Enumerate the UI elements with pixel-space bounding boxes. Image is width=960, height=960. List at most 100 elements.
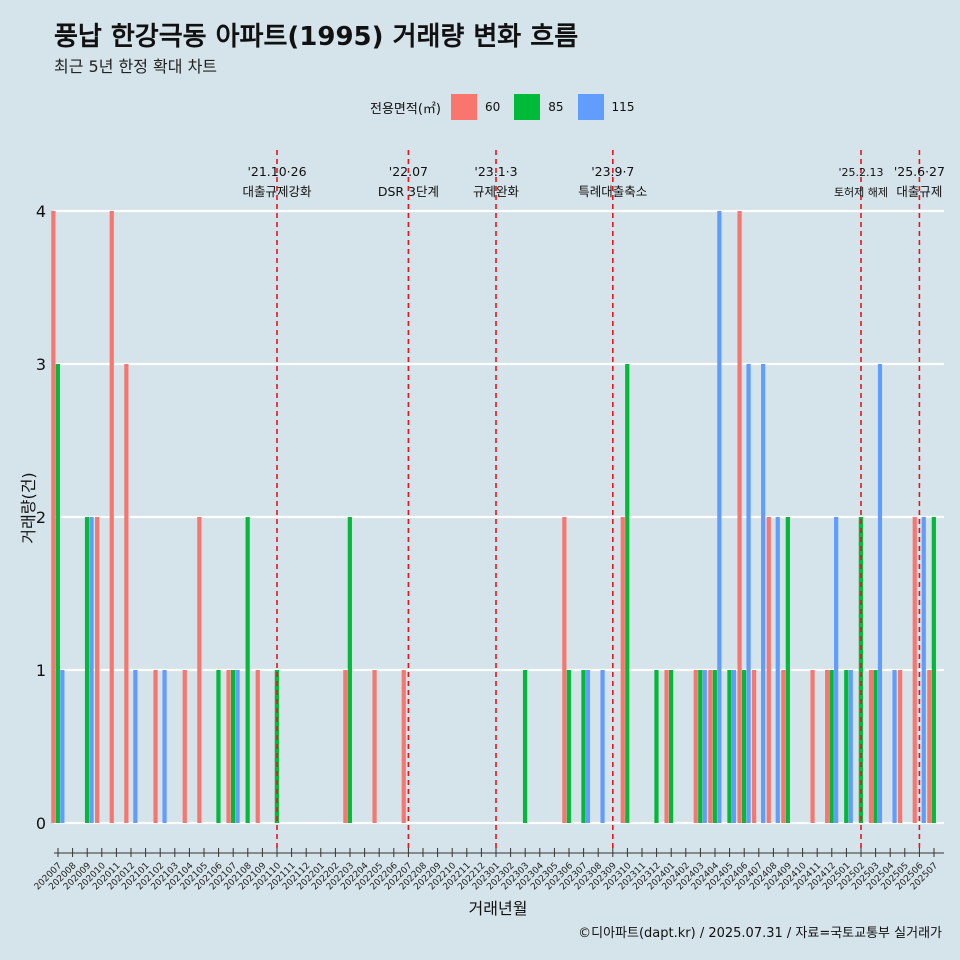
bar-115-202307 bbox=[585, 670, 591, 823]
bar-60-202203 bbox=[343, 670, 348, 823]
y-tick-label: 3 bbox=[36, 355, 46, 374]
legend-swatch-60 bbox=[450, 94, 477, 120]
bar-60-202207 bbox=[401, 670, 406, 823]
bar-115-202405 bbox=[731, 670, 737, 823]
bar-60-202107 bbox=[226, 670, 231, 823]
bar-85-202405 bbox=[727, 670, 732, 823]
bar-115-202403 bbox=[702, 670, 707, 823]
bar-85-202307 bbox=[581, 670, 586, 823]
bar-85-202312 bbox=[654, 670, 659, 823]
bar-85-202403 bbox=[698, 670, 703, 823]
event-label-202506: 대출규제 bbox=[896, 184, 942, 199]
bar-115-202107 bbox=[235, 670, 240, 823]
bar-115-202009 bbox=[89, 517, 94, 823]
bar-115-202503 bbox=[877, 364, 883, 823]
bar-60-202205 bbox=[372, 670, 377, 823]
bar-115-202501 bbox=[848, 670, 853, 823]
bar-85-202203 bbox=[347, 517, 352, 823]
bar-60-202306 bbox=[562, 517, 567, 823]
bar-85-202409 bbox=[785, 517, 790, 823]
bar-115-202007 bbox=[60, 670, 65, 823]
event-date-202309: '23.9·7 bbox=[591, 164, 634, 179]
bar-85-202507 bbox=[931, 517, 936, 823]
bar-85-202303 bbox=[522, 670, 528, 823]
legend-title: 전용면적(㎡) bbox=[370, 101, 441, 117]
bar-85-202310 bbox=[625, 364, 630, 823]
bar-60-202012 bbox=[124, 364, 129, 823]
bar-60-202408 bbox=[766, 517, 771, 823]
bar-60-202505 bbox=[898, 670, 903, 823]
bar-60-202404 bbox=[708, 670, 713, 823]
legend-item-60: 60 bbox=[450, 94, 501, 120]
event-date-202502: '25.2.13 bbox=[838, 166, 883, 179]
bar-115-202102 bbox=[162, 670, 167, 823]
bar-115-202407 bbox=[761, 364, 766, 823]
event-label-202207: DSR 3단계 bbox=[378, 184, 439, 199]
bar-85-202401 bbox=[668, 670, 674, 823]
y-tick-label: 2 bbox=[36, 508, 46, 527]
bar-85-202503 bbox=[873, 670, 878, 823]
bar-85-202306 bbox=[566, 670, 571, 823]
legend-item-115: 115 bbox=[577, 94, 635, 120]
bar-115-202308 bbox=[600, 670, 605, 823]
bar-115-202504 bbox=[892, 670, 897, 823]
bar-60-202104 bbox=[182, 670, 187, 823]
chart-subtitle: 최근 5년 한정 확대 차트 bbox=[54, 57, 218, 76]
event-date-202207: '22.07 bbox=[389, 164, 428, 179]
bar-85-202406 bbox=[741, 670, 747, 823]
chart-title: 풍납 한강극동 아파트(1995) 거래량 변화 흐름 bbox=[54, 22, 579, 52]
bar-85-202412 bbox=[829, 670, 834, 823]
event-label-202110: 대출규제강화 bbox=[242, 184, 312, 199]
bar-85-202107 bbox=[230, 670, 236, 823]
y-tick-label: 0 bbox=[36, 814, 46, 833]
bar-115-202406 bbox=[746, 364, 751, 823]
bar-60-202403 bbox=[693, 670, 698, 823]
bar-85-202007 bbox=[55, 364, 60, 823]
legend-swatch-85 bbox=[514, 94, 541, 120]
bar-60-202401 bbox=[664, 670, 669, 823]
event-date-202110: '21.10·26 bbox=[247, 164, 306, 179]
bar-115-202408 bbox=[775, 517, 780, 823]
bar-60-202010 bbox=[95, 517, 100, 823]
x-axis-title: 거래년월 bbox=[469, 899, 528, 918]
event-date-202506: '25.6·27 bbox=[894, 164, 945, 179]
bar-85-202502 bbox=[858, 517, 863, 823]
bar-60-202011 bbox=[109, 211, 114, 823]
legend-swatch-115 bbox=[577, 94, 604, 120]
bar-60-202412 bbox=[825, 670, 830, 823]
bar-60-202411 bbox=[810, 670, 815, 823]
legend-label-85: 85 bbox=[548, 100, 564, 114]
bar-85-202108 bbox=[245, 517, 250, 823]
legend-label-60: 60 bbox=[484, 100, 501, 114]
legend-item-85: 85 bbox=[514, 94, 564, 120]
bar-85-202009 bbox=[84, 517, 90, 823]
bar-60-202506 bbox=[912, 517, 917, 823]
bar-60-202409 bbox=[781, 670, 786, 823]
y-axis-title: 거래량(건) bbox=[19, 472, 38, 543]
bar-60-202406 bbox=[737, 211, 742, 823]
y-tick-label: 4 bbox=[36, 202, 46, 221]
bar-60-202105 bbox=[197, 517, 202, 823]
bar-115-202404 bbox=[717, 211, 722, 823]
bar-60-202503 bbox=[868, 670, 874, 823]
bar-85-202106 bbox=[216, 670, 221, 823]
caption: ©디아파트(dapt.kr) / 2025.07.31 / 자료=국토교통부 실… bbox=[578, 926, 942, 941]
bar-85-202404 bbox=[712, 670, 717, 823]
bar-60-202007 bbox=[51, 211, 56, 823]
bar-60-202407 bbox=[752, 670, 757, 823]
bar-85-202501 bbox=[844, 670, 849, 823]
event-label-202502: 토허제 해제 bbox=[834, 185, 888, 199]
event-date-202301: '23.1·3 bbox=[474, 164, 517, 179]
event-label-202301: 규제완화 bbox=[473, 184, 520, 199]
bar-60-202102 bbox=[153, 670, 158, 823]
legend-label-115: 115 bbox=[611, 100, 635, 114]
bar-115-202412 bbox=[834, 517, 839, 823]
bar-115-202012 bbox=[133, 670, 138, 823]
legend: 전용면적(㎡) 60 85 115 bbox=[370, 93, 648, 121]
bar-60-202109 bbox=[255, 670, 260, 823]
bar-115-202506 bbox=[921, 517, 926, 823]
y-tick-label: 1 bbox=[36, 661, 46, 680]
bar-60-202310 bbox=[620, 517, 625, 823]
event-label-202309: 특례대출축소 bbox=[578, 184, 647, 199]
